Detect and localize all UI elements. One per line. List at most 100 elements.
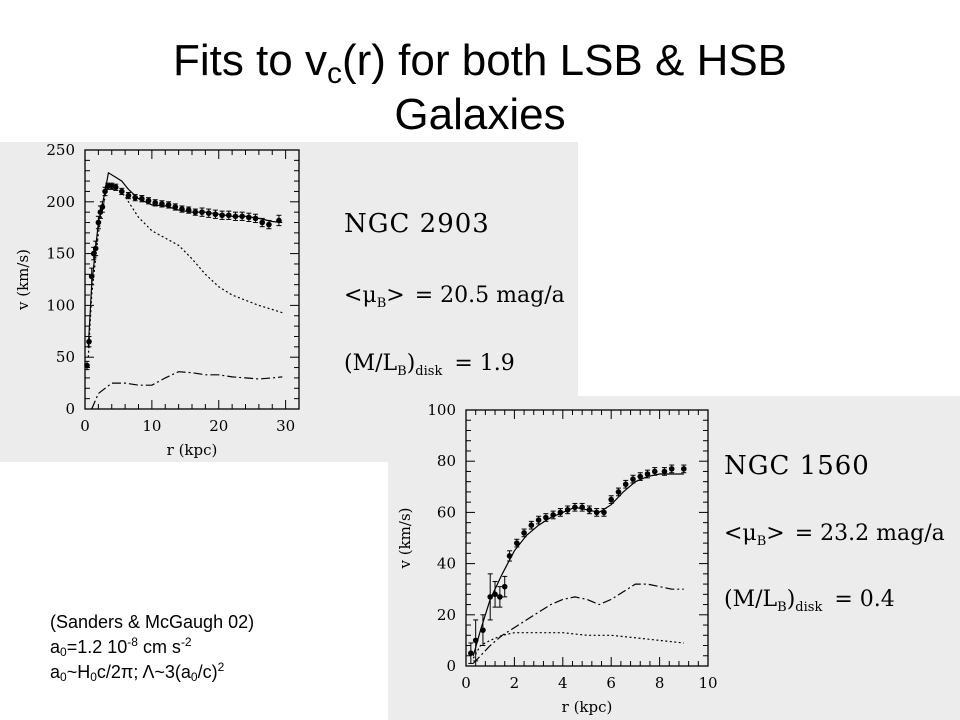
ngc2903-y-tick-label: 50 (56, 348, 75, 366)
ngc1560-data-point (572, 504, 578, 511)
ngc2903-data-point (239, 213, 245, 220)
note-exp2: -2 (180, 635, 192, 649)
ngc1560-x-tick-label: 2 (510, 674, 520, 692)
ngc1560-surface-brightness: <μB> = 23.2 mag/a (724, 521, 945, 549)
ngc1560-data-point (630, 476, 636, 482)
ngc1560-ml-close: ) (787, 587, 796, 612)
ngc2903-data-point (276, 217, 282, 224)
ngc1560-y-axis-label: v (km/s) (396, 507, 414, 569)
chart-ngc2903: 0 10 20 30 0 50 100 150 200 250 r (kpc) v (km/s) NGC… (14, 142, 565, 459)
ngc1560-data-point (681, 466, 687, 472)
ngc1560-y-tick-label: 60 (437, 503, 456, 521)
ngc2903-x-tick-label: 30 (276, 417, 295, 435)
ngc1560-x-tick-label: 10 (698, 674, 717, 692)
note-exp1: -8 (127, 635, 138, 649)
ngc2903-data-point (104, 183, 111, 190)
ngc2903-y-tick-label: 200 (46, 193, 75, 211)
ngc2903-data-point (219, 212, 225, 219)
ngc2903-data-point (88, 273, 95, 280)
ngc2903-data-point (90, 250, 97, 257)
ngc1560-ml-sub-b: B (777, 600, 787, 615)
ngc2903-galaxy-name: NGC 2903 (344, 209, 490, 239)
ngc1560-data-point (622, 481, 629, 488)
ngc2903-data-point (102, 188, 108, 195)
ngc2903-total-fit-line (87, 171, 283, 347)
ngc1560-data-point (550, 512, 556, 518)
note-rest: c/2π; Λ~3(a (96, 662, 191, 682)
ngc2903-data-point (118, 188, 125, 195)
ngc2903-data-point (192, 209, 199, 215)
ngc1560-data-point (579, 504, 585, 511)
ngc2903-data-point (212, 211, 219, 218)
note-tilde: ~H (66, 662, 91, 682)
ngc2903-data-point (165, 202, 172, 208)
ngc2903-mu-sub: B (377, 296, 387, 311)
slide-title: Fits to vc(r) for both LSB & HSB Galaxie… (0, 34, 960, 142)
ngc2903-mass-to-light: (M/LB)disk = 1.9 (344, 351, 515, 379)
title-subscript: c (326, 57, 342, 90)
note-sub0: 0 (60, 645, 67, 659)
ngc1560-ml-symbol: (M/L (724, 587, 778, 612)
ngc1560-y-tick-label: 0 (446, 657, 456, 675)
ngc2903-ml-symbol: (M/L (344, 351, 398, 376)
ngc1560-ml-value: = 0.4 (834, 587, 894, 612)
ngc1560-y-tick-label: 100 (427, 401, 456, 419)
ngc1560-data-point (535, 517, 542, 523)
ngc1560-data-point (506, 553, 513, 559)
ngc2903-data-point (112, 184, 119, 191)
ngc2903-data-point (159, 201, 165, 207)
title-part-2: (r) for both LSB & HSB (341, 36, 788, 85)
ngc1560-data-point (661, 468, 668, 475)
ngc1560-data-point (472, 637, 479, 644)
ngc2903-data-point (145, 197, 152, 204)
ngc1560-data-point (593, 509, 600, 516)
ngc1560-y-tick-label: 80 (437, 452, 456, 470)
ngc2903-data-point (132, 194, 138, 201)
chart-panel-ngc2903: 0 10 20 30 0 50 100 150 200 250 r (kpc) v (km/s) NGC… (0, 142, 578, 462)
ngc2903-data-point (246, 214, 252, 221)
title-part-1: Fits to v (172, 36, 327, 85)
ngc2903-data-point (232, 213, 239, 220)
ngc1560-disk-line (472, 632, 684, 659)
ngc1560-data-point (514, 540, 520, 546)
ngc1560-data-point (601, 509, 607, 516)
ngc2903-data-point (199, 209, 205, 215)
ngc2903-data-point (266, 221, 272, 228)
ngc1560-mu-close: > (766, 521, 784, 546)
note-subH: 0 (90, 670, 97, 684)
title-line-2: Galaxies (394, 90, 566, 139)
chart-panel-ngc1560: 0 2 4 6 8 10 0 20 40 60 80 100 r (kpc) v (km/s) NGC 15… (388, 396, 960, 720)
ngc1560-data-point (480, 627, 486, 633)
ngc2903-y-tick-label: 0 (65, 400, 75, 418)
ngc2903-x-tick-label: 20 (209, 417, 228, 435)
note-sub0-2: 0 (60, 670, 67, 684)
ngc1560-data-point (528, 522, 535, 528)
ngc2903-disk-line (87, 182, 283, 358)
title-line-1: Fits to vc(r) for both LSB & HSB (0, 34, 960, 90)
ngc1560-data-point (492, 591, 498, 598)
ngc2903-mu-close: > (386, 283, 404, 308)
ngc1560-x-tick-label: 0 (461, 674, 471, 692)
ngc1560-mu-sub: B (757, 534, 767, 549)
ngc2903-ml-close: ) (407, 351, 416, 376)
ngc2903-data-point (139, 195, 145, 202)
ngc2903-data-point (172, 204, 179, 210)
ngc2903-data-point (179, 206, 185, 212)
ngc1560-data-point (668, 466, 675, 472)
ngc2903-y-tick-label: 250 (46, 142, 75, 159)
note-unit: cm s (137, 637, 181, 657)
ngc1560-data-point (521, 530, 527, 536)
ngc2903-ml-value: = 1.9 (454, 351, 514, 376)
ngc2903-data-point (95, 219, 102, 226)
ngc2903-surface-brightness: <μB> = 20.5 mag/a (344, 283, 565, 311)
ngc2903-x-tick-label: 0 (80, 417, 90, 435)
ngc1560-x-axis-label: r (kpc) (562, 698, 613, 716)
ngc1560-data-point (543, 514, 549, 521)
ngc1560-y-tick-label: 20 (437, 606, 456, 624)
ngc1560-data-point (651, 468, 658, 475)
ngc1560-data-point (637, 473, 644, 480)
note-citation: (Sanders & McGaugh 02) (50, 612, 255, 632)
ngc1560-gas-line (472, 583, 684, 664)
ngc2903-y-tick-label: 100 (46, 296, 75, 314)
ngc2903-data-point (125, 192, 132, 199)
